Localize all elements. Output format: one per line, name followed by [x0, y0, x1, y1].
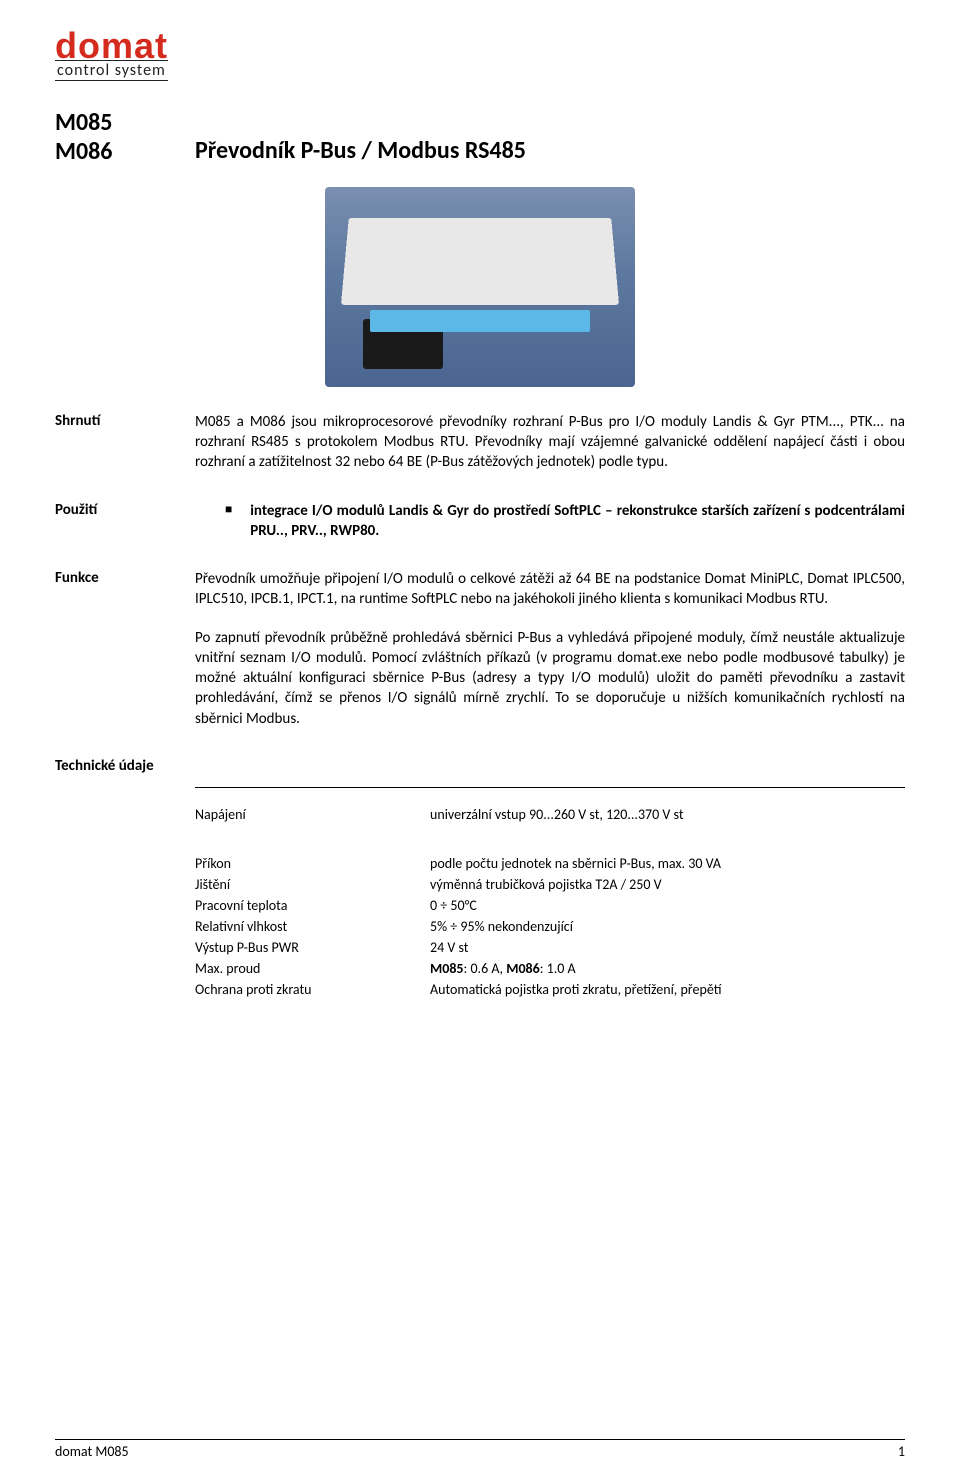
device-drawing [325, 187, 635, 387]
summary-label: Shrnutí [55, 412, 195, 430]
title-row: M085 M086 Převodník P-Bus / Modbus RS485 [55, 109, 905, 167]
spec-val: Automatická pojistka proti zkratu, přetí… [430, 981, 905, 998]
spec-val: 0 ÷ 50°C [430, 897, 905, 914]
tech-label: Technické údaje [55, 757, 195, 775]
section-usage: Použití ■ integrace I/O modulů Landis & … [55, 501, 905, 542]
page-title: Převodník P-Bus / Modbus RS485 [195, 136, 526, 165]
product-image [55, 187, 905, 387]
spec-row: Napájení univerzální vstup 90...260 V st… [195, 806, 905, 823]
spec-val: M085: 0.6 A, M086: 1.0 A [430, 960, 905, 977]
spec-key: Napájení [195, 806, 430, 823]
function-label: Funkce [55, 569, 195, 587]
spec-val: univerzální vstup 90...260 V st, 120...3… [430, 806, 905, 823]
spec-key: Výstup P-Bus PWR [195, 939, 430, 956]
title-code1: M085 [55, 109, 195, 138]
summary-text: M085 a M086 jsou mikroprocesorové převod… [195, 412, 905, 473]
usage-bullet-text: integrace I/O modulů Landis & Gyr do pro… [250, 501, 905, 542]
spec-key: Pracovní teplota [195, 897, 430, 914]
logo: domat control system [55, 30, 905, 81]
section-function: Funkce Převodník umožňuje připojení I/O … [55, 569, 905, 729]
spec-key: Jištění [195, 876, 430, 893]
tech-divider [195, 787, 905, 788]
function-p2: Po zapnutí převodník průběžně prohledává… [195, 628, 905, 729]
function-p1: Převodník umožňuje připojení I/O modulů … [195, 569, 905, 610]
spec-row: Max. proud M085: 0.6 A, M086: 1.0 A [195, 960, 905, 977]
spec-row: Výstup P-Bus PWR 24 V st [195, 939, 905, 956]
title-codes: M085 M086 [55, 109, 195, 167]
spec-val: výměnná trubičková pojistka T2A / 250 V [430, 876, 905, 893]
footer-right: 1 [898, 1443, 905, 1460]
spec-row: Pracovní teplota 0 ÷ 50°C [195, 897, 905, 914]
logo-sub: control system [55, 60, 168, 81]
footer: domat M085 1 [55, 1439, 905, 1460]
spec-val: podle počtu jednotek na sběrnici P-Bus, … [430, 855, 905, 872]
logo-main: domat [55, 30, 905, 62]
spec-val: 5% ÷ 95% nekondenzující [430, 918, 905, 935]
spec-key: Ochrana proti zkratu [195, 981, 430, 998]
footer-divider [55, 1439, 905, 1440]
spec-key: Max. proud [195, 960, 430, 977]
usage-bullet: ■ integrace I/O modulů Landis & Gyr do p… [195, 501, 905, 542]
section-summary: Shrnutí M085 a M086 jsou mikroprocesorov… [55, 412, 905, 473]
bullet-icon: ■ [225, 501, 232, 520]
spec-row: Příkon podle počtu jednotek na sběrnici … [195, 855, 905, 872]
title-code2: M086 [55, 138, 195, 167]
spec-row: Ochrana proti zkratu Automatická pojistk… [195, 981, 905, 998]
spec-row: Jištění výměnná trubičková pojistka T2A … [195, 876, 905, 893]
spec-row: Relativní vlhkost 5% ÷ 95% nekondenzujíc… [195, 918, 905, 935]
spec-key: Příkon [195, 855, 430, 872]
section-tech: Technické údaje Napájení univerzální vst… [55, 757, 905, 998]
spec-val: 24 V st [430, 939, 905, 956]
footer-left: domat M085 [55, 1443, 129, 1460]
spec-key: Relativní vlhkost [195, 918, 430, 935]
usage-label: Použití [55, 501, 195, 519]
